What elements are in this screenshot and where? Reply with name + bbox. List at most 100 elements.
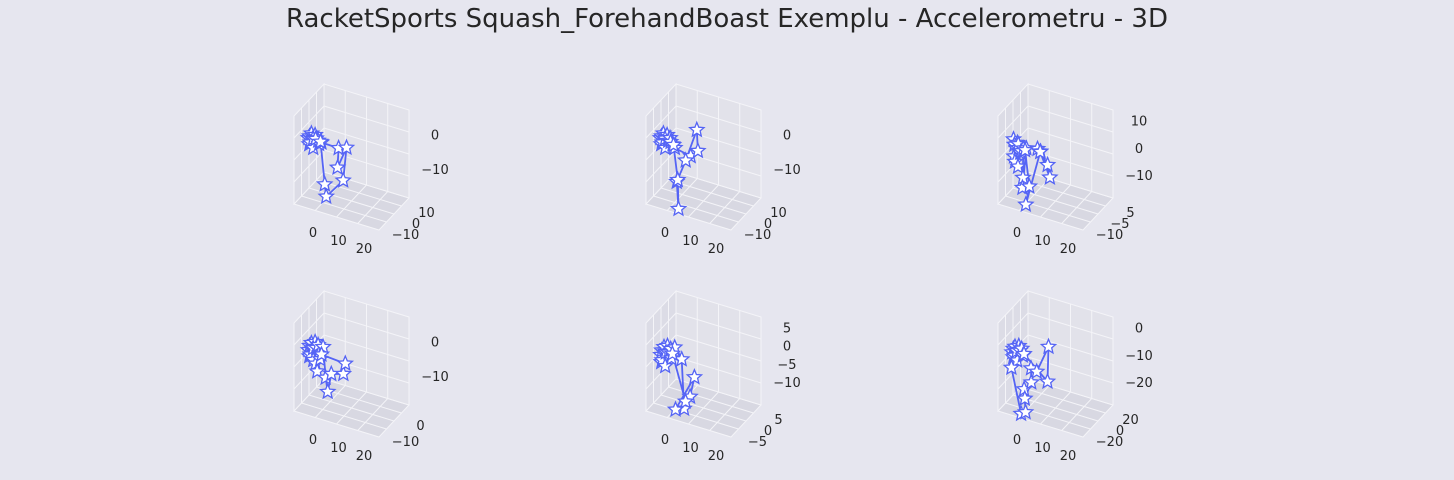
x-tick-label: 10 xyxy=(330,234,347,249)
grid-line xyxy=(316,179,402,207)
z-tick-label: −10 xyxy=(773,163,800,178)
x-tick-label: 20 xyxy=(708,242,725,257)
data-point-star xyxy=(688,120,706,138)
grid-line xyxy=(323,105,410,133)
data-point-star xyxy=(664,135,683,153)
y-tick-label: 0 xyxy=(416,419,424,434)
data-point-star xyxy=(319,382,337,400)
data-point-star xyxy=(1016,389,1034,407)
grid-line xyxy=(675,127,762,155)
grid-line xyxy=(660,394,747,422)
data-point-star xyxy=(334,171,352,188)
grid-line xyxy=(1061,191,1093,224)
x-tick-label: 20 xyxy=(1060,242,1077,257)
data-point-star xyxy=(1041,168,1059,185)
data-point-star xyxy=(1039,337,1058,355)
grid-line xyxy=(323,312,410,340)
grid-line xyxy=(1027,312,1114,340)
y-tick-label: 10 xyxy=(770,206,787,221)
grid-line xyxy=(1020,386,1106,414)
data-point-star xyxy=(1002,358,1021,376)
grid-line xyxy=(675,105,762,133)
x-tick-label: 10 xyxy=(330,441,347,456)
data-point-star xyxy=(1031,142,1049,160)
y-tick-label: 5 xyxy=(774,413,782,428)
grid-line xyxy=(357,398,389,431)
data-point-star xyxy=(334,364,353,382)
grid-line xyxy=(709,191,741,224)
grid-line xyxy=(1061,398,1093,431)
grid-line xyxy=(1027,127,1114,155)
grid-line xyxy=(1027,334,1114,362)
grid-line xyxy=(997,312,1029,346)
grid-line xyxy=(293,105,325,139)
data-point-star xyxy=(669,170,687,188)
data-point-star xyxy=(1016,141,1034,158)
grid-line xyxy=(1012,187,1099,215)
data-point-star xyxy=(337,138,356,156)
data-point-star xyxy=(316,175,334,192)
grid-line xyxy=(675,312,762,340)
y-tick-label: 0 xyxy=(412,217,420,232)
y-tick-label: 20 xyxy=(1122,413,1139,428)
grid-line xyxy=(357,191,389,224)
data-point-star xyxy=(1022,373,1040,390)
x-tick-label: 20 xyxy=(356,242,373,257)
data-point-star xyxy=(676,392,695,409)
data-point-star xyxy=(308,362,326,379)
grid-line xyxy=(709,398,741,431)
y-tick-label: −10 xyxy=(744,228,771,243)
z-tick-label: 0 xyxy=(431,336,439,351)
x-tick-label: 10 xyxy=(1034,441,1051,456)
x-tick-label: 0 xyxy=(309,226,317,241)
x-tick-label: 0 xyxy=(661,433,669,448)
data-point-star xyxy=(669,199,688,217)
x-tick-label: 10 xyxy=(682,234,699,249)
x-tick-label: 0 xyxy=(309,433,317,448)
z-tick-label: −10 xyxy=(421,370,448,385)
y-tick-label: −5 xyxy=(1110,217,1129,232)
z-tick-label: 0 xyxy=(431,129,439,144)
grid-line xyxy=(1027,105,1114,133)
y-tick-label: 5 xyxy=(1126,206,1134,221)
y-tick-label: −10 xyxy=(392,228,419,243)
data-point-star xyxy=(311,132,330,150)
z-tick-label: −10 xyxy=(773,376,800,391)
y-tick-label: 0 xyxy=(764,424,772,439)
grid-line xyxy=(308,394,395,422)
data-point-star xyxy=(676,151,695,168)
y-tick-label: 0 xyxy=(1116,424,1124,439)
y-tick-label: −10 xyxy=(1096,228,1123,243)
grid-line xyxy=(645,312,677,346)
figure-title: RacketSports Squash_ForehandBoast Exempl… xyxy=(286,4,1168,34)
x-tick-label: 20 xyxy=(356,449,373,464)
y-tick-label: 0 xyxy=(764,217,772,232)
z-tick-label: −10 xyxy=(1125,349,1152,364)
grid-line xyxy=(660,187,747,215)
x-tick-label: 0 xyxy=(1013,226,1021,241)
x-tick-label: 10 xyxy=(682,441,699,456)
data-point-star xyxy=(1009,157,1027,175)
z-tick-label: 0 xyxy=(1135,142,1143,157)
data-point-star xyxy=(689,141,707,159)
x-tick-label: 0 xyxy=(661,226,669,241)
data-point-star xyxy=(1027,362,1046,380)
grid-line xyxy=(675,334,762,362)
data-point-star xyxy=(328,158,347,176)
x-tick-label: 0 xyxy=(1013,433,1021,448)
data-point-star xyxy=(317,187,336,205)
z-tick-label: −10 xyxy=(421,163,448,178)
grid-line xyxy=(997,105,1029,139)
z-tick-label: 0 xyxy=(783,129,791,144)
grid-line xyxy=(645,105,677,139)
x-tick-label: 10 xyxy=(1034,234,1051,249)
x-tick-label: 20 xyxy=(708,449,725,464)
y-tick-label: −10 xyxy=(392,435,419,450)
data-point-star xyxy=(1038,155,1057,173)
data-point-star xyxy=(656,356,674,374)
